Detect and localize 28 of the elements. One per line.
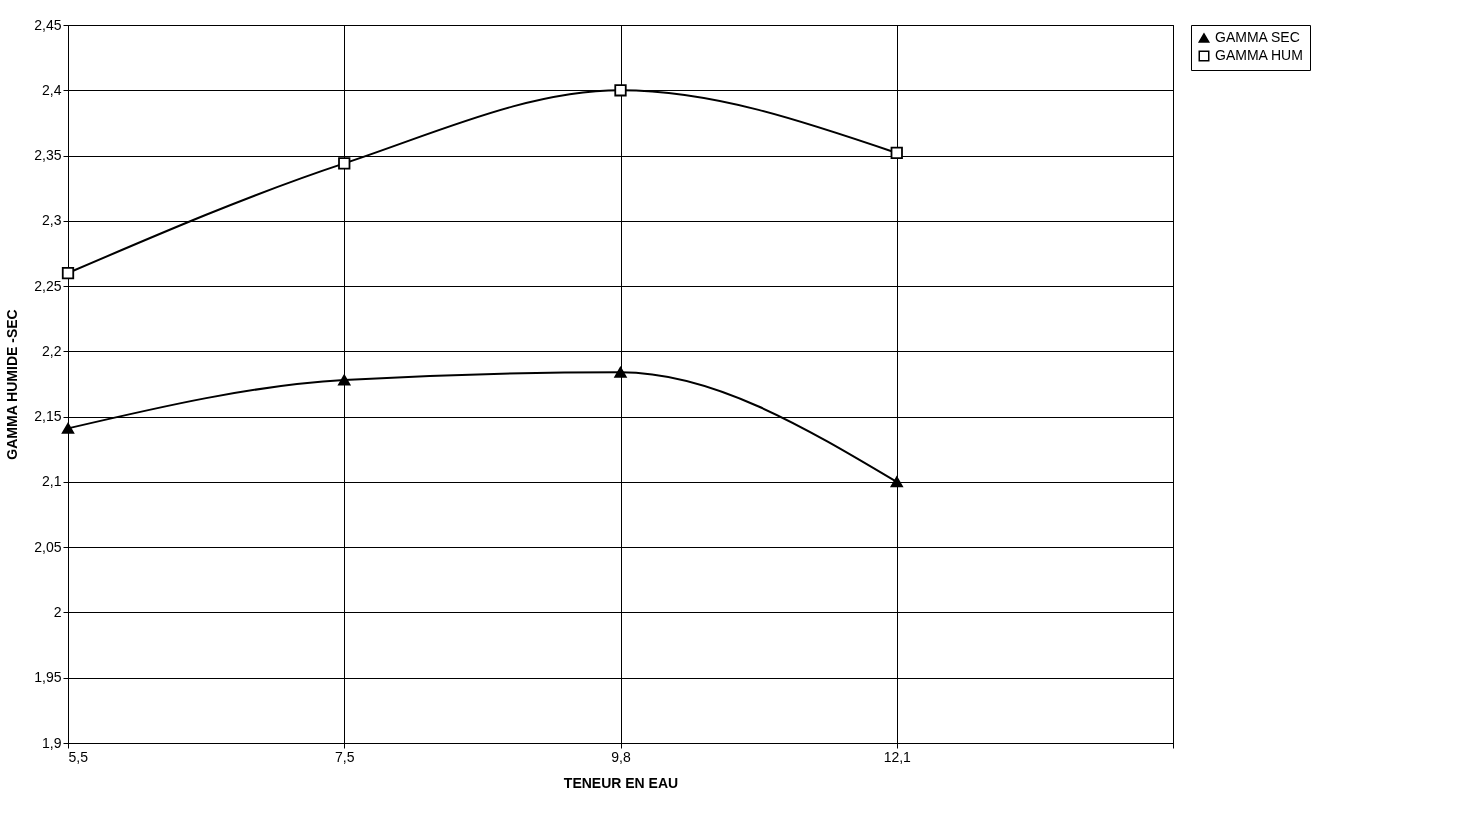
y-tick-label: 2,15	[34, 408, 62, 425]
x-tick-label: 12,1	[883, 748, 912, 765]
y-tick-label: 1,95	[34, 669, 62, 686]
x-tick-label: 9,8	[611, 748, 631, 765]
point	[61, 422, 75, 434]
y-tick-label: 2,35	[34, 147, 62, 164]
y-tick-label: 2,1	[42, 473, 62, 490]
point	[614, 84, 627, 97]
y-tick-label: 2,05	[34, 538, 62, 555]
x-tick-label: 7,5	[335, 748, 355, 765]
y-tick-label: 2,2	[42, 342, 62, 359]
y-tick-label: 2,4	[42, 81, 62, 98]
y-tick-label: 1,9	[42, 734, 62, 751]
x-axis-title: TENEUR EN EAU	[563, 774, 679, 791]
point	[614, 366, 627, 378]
point	[890, 146, 903, 160]
y-tick-label: 2,3	[42, 212, 62, 229]
point	[890, 476, 903, 488]
point	[338, 374, 351, 386]
x-tick-label: 5,5	[68, 748, 89, 765]
y-tick-label: 2,25	[34, 277, 62, 294]
legend-label: GAMMA SEC	[1215, 29, 1300, 45]
point	[338, 157, 351, 170]
y-axis-title: GAMMA HUMIDE -SEC	[4, 309, 21, 460]
y-tick-label: 2	[53, 603, 62, 620]
point	[61, 266, 75, 280]
legend-label: GAMMA HUM	[1215, 47, 1303, 63]
y-tick-label: 2,45	[34, 16, 62, 33]
